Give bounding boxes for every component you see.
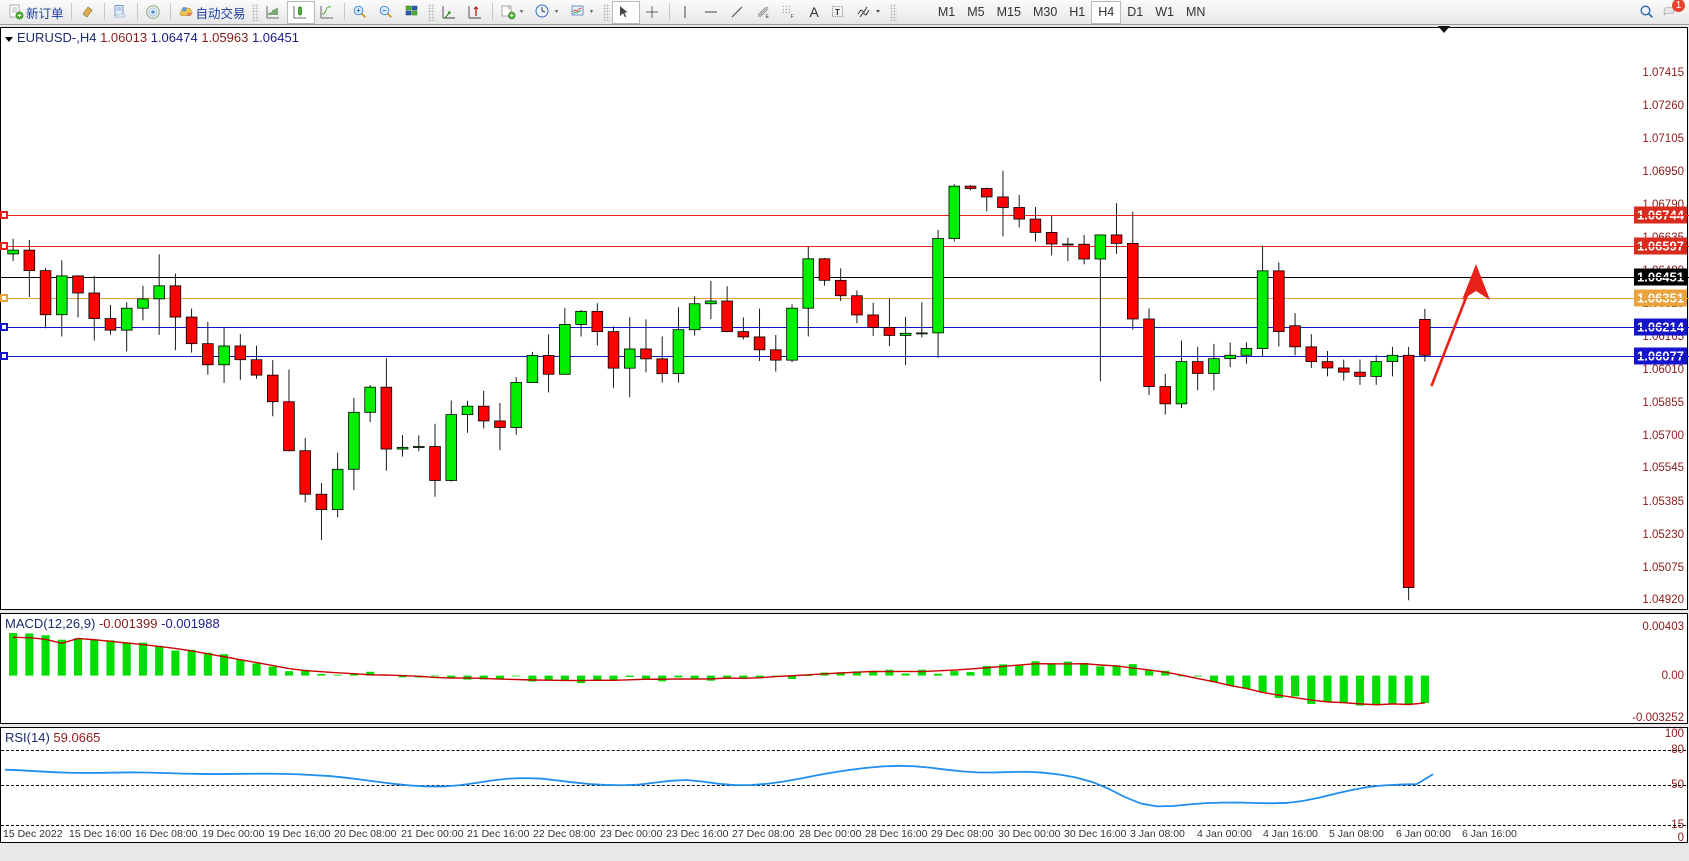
svg-text:F: F <box>790 14 793 20</box>
svg-text:T: T <box>835 8 840 17</box>
svg-text:E: E <box>765 14 769 20</box>
